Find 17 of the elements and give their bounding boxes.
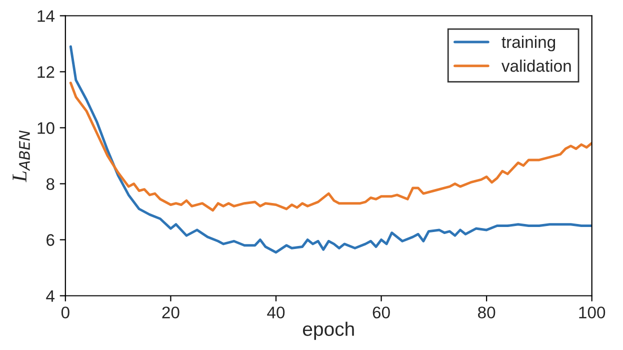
x-tick-label: 60 <box>372 306 390 318</box>
y-tick-label: 10 <box>38 122 54 134</box>
y-tick-label: 14 <box>38 10 55 22</box>
y-tick-label: 6 <box>46 234 54 246</box>
y-tick-label: 8 <box>46 178 54 190</box>
x-axis-title: epoch <box>302 322 354 340</box>
x-tick-label: 20 <box>162 306 180 318</box>
x-tick-label: 40 <box>267 306 285 318</box>
line-series <box>69 82 592 212</box>
y-axis-title: L$_{ABEN}$ <box>12 130 30 182</box>
legend-label: validation <box>501 60 571 72</box>
y-tick-label: 12 <box>38 66 54 78</box>
x-tick-label: 100 <box>579 306 606 318</box>
x-tick-label: 0 <box>61 306 70 318</box>
y-tick-label: 4 <box>46 290 55 302</box>
x-tick-label: 80 <box>478 306 496 318</box>
legend-label: training <box>502 36 556 52</box>
